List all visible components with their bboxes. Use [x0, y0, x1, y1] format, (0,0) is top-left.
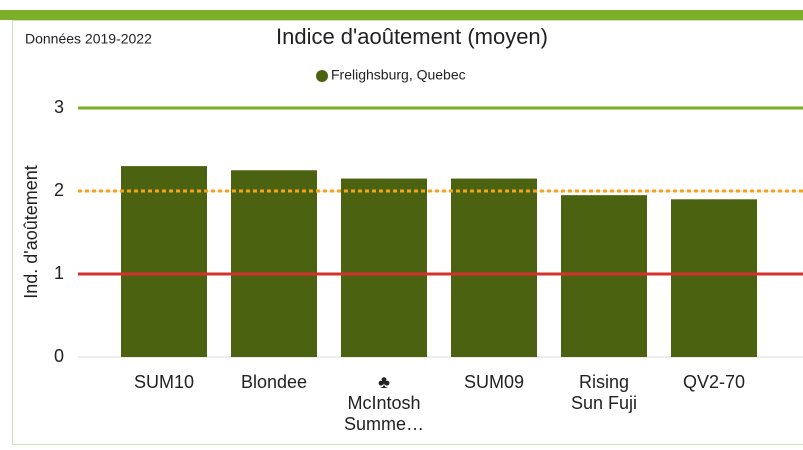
bar [121, 166, 207, 357]
bar [231, 170, 317, 357]
bar [561, 195, 647, 357]
x-tick-label: SUM09 [463, 372, 525, 392]
x-tick-label: Rising Sun Fuji [570, 372, 638, 413]
x-tick-label: QV2-70 [682, 372, 746, 392]
y-tick-label: 2 [54, 180, 64, 200]
top-band [0, 10, 803, 20]
y-tick-label: 3 [54, 97, 64, 117]
y-axis-label: Ind. d'aoûtement [21, 165, 41, 299]
x-tick-label: ♣ McIntosh Summe… [343, 372, 424, 434]
x-tick-label: Blondee [240, 372, 308, 392]
y-tick-label: 0 [54, 346, 64, 366]
chart-title: Indice d'aoûtement (moyen) [276, 24, 548, 49]
y-tick-label: 1 [54, 263, 64, 283]
frame [12, 20, 803, 445]
x-tick-label: SUM10 [133, 372, 195, 392]
legend-marker [316, 70, 328, 82]
bar [671, 199, 757, 357]
bar [341, 178, 427, 357]
subtitle: Données 2019-2022 [25, 31, 152, 47]
legend-label: Frelighsburg, Quebec [331, 67, 466, 83]
bar [451, 178, 537, 357]
